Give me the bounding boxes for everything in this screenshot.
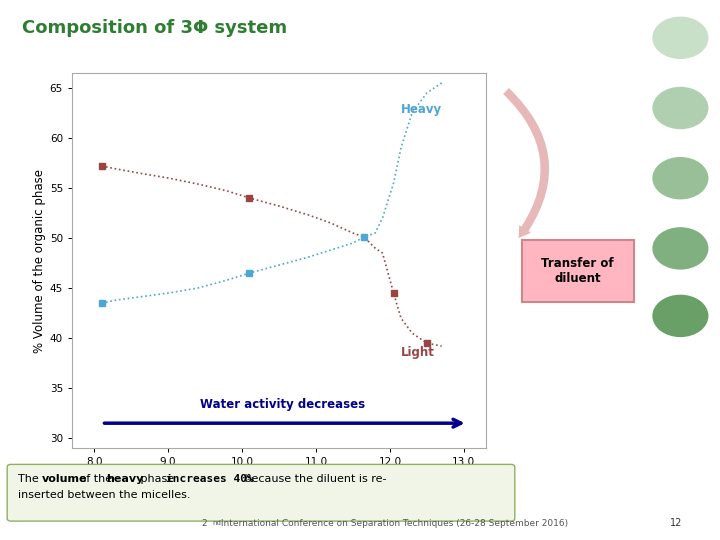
Text: because the diluent is re-: because the diluent is re- xyxy=(241,474,387,484)
Text: Light: Light xyxy=(401,346,435,359)
Text: International Conference on Separation Techniques (26-28 September 2016): International Conference on Separation T… xyxy=(218,519,568,528)
Text: phase: phase xyxy=(137,474,177,484)
Text: heavy: heavy xyxy=(107,474,144,484)
Text: 2: 2 xyxy=(202,519,207,528)
Text: of the: of the xyxy=(76,474,115,484)
Text: increases 40%: increases 40% xyxy=(166,474,253,484)
Text: Transfer of
diluent: Transfer of diluent xyxy=(541,258,614,285)
Text: nd: nd xyxy=(212,520,221,526)
Text: Heavy: Heavy xyxy=(401,103,442,116)
Text: 12: 12 xyxy=(670,518,682,528)
Text: inserted between the micelles.: inserted between the micelles. xyxy=(18,490,191,500)
Text: Water activity decreases: Water activity decreases xyxy=(200,398,365,411)
FancyArrowPatch shape xyxy=(503,88,549,238)
Text: Composition of 3Φ system: Composition of 3Φ system xyxy=(22,19,287,37)
Y-axis label: % Volume of the organic phase: % Volume of the organic phase xyxy=(32,168,45,353)
X-axis label: [H3PO4] initial aqueous: [H3PO4] initial aqueous xyxy=(209,471,349,484)
Text: volume: volume xyxy=(42,474,87,484)
Text: The: The xyxy=(18,474,42,484)
